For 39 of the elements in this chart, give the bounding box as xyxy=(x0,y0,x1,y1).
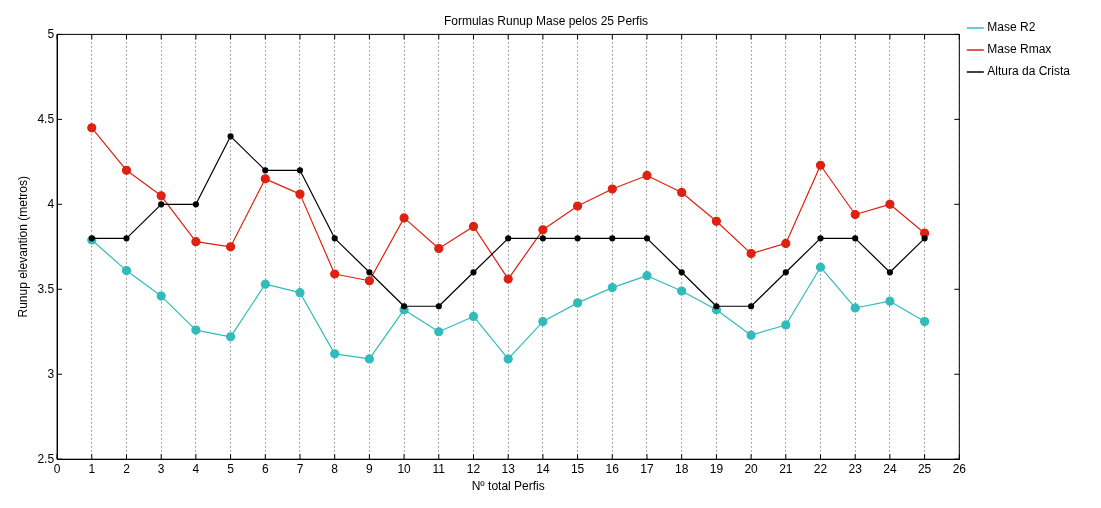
x-tick-label: 0 xyxy=(53,461,61,476)
legend-label: Mase Rmax xyxy=(987,42,1052,57)
x-tick-label: 22 xyxy=(813,461,828,476)
legend-label: Mase R2 xyxy=(987,20,1036,35)
x-tick-label: 5 xyxy=(227,461,235,476)
x-tick-label: 17 xyxy=(640,461,654,476)
y-tick-label: 5 xyxy=(47,26,55,41)
x-tick-label: 25 xyxy=(917,461,932,476)
y-tick-label: 3 xyxy=(47,366,55,381)
x-tick-label: 8 xyxy=(331,461,339,476)
x-tick-label: 14 xyxy=(536,461,550,476)
x-tick-label: 13 xyxy=(501,461,516,476)
x-tick-label: 4 xyxy=(192,461,200,476)
x-tick-label: 12 xyxy=(466,461,481,476)
x-tick-label: 9 xyxy=(366,461,374,476)
x-tick-label: 16 xyxy=(605,461,620,476)
x-tick-label: 7 xyxy=(296,461,304,476)
y-tick-label: 4 xyxy=(47,196,55,211)
y-axis-title: Runup elevantion (metros) xyxy=(15,176,30,318)
y-tick-label: 3.5 xyxy=(37,281,55,296)
x-tick-label: 1 xyxy=(88,461,96,476)
x-tick-label: 24 xyxy=(883,461,897,476)
chart-title: Formulas Runup Mase pelos 25 Perfis xyxy=(443,13,649,28)
y-tick-label: 2.5 xyxy=(37,451,55,466)
x-tick-label: 21 xyxy=(779,461,793,476)
x-tick-label: 26 xyxy=(952,461,967,476)
x-tick-label: 6 xyxy=(261,461,269,476)
x-tick-label: 2 xyxy=(123,461,131,476)
x-tick-label: 23 xyxy=(848,461,863,476)
x-tick-label: 15 xyxy=(570,461,585,476)
x-axis-title: Nº total Perfis xyxy=(471,479,545,494)
x-tick-label: 10 xyxy=(397,461,412,476)
x-tick-label: 3 xyxy=(157,461,165,476)
x-tick-label: 11 xyxy=(432,461,446,476)
x-tick-label: 19 xyxy=(709,461,724,476)
y-tick-label: 4.5 xyxy=(37,111,55,126)
x-tick-label: 20 xyxy=(744,461,759,476)
x-tick-label: 18 xyxy=(675,461,689,476)
legend-label: Altura da Crista xyxy=(987,64,1071,79)
